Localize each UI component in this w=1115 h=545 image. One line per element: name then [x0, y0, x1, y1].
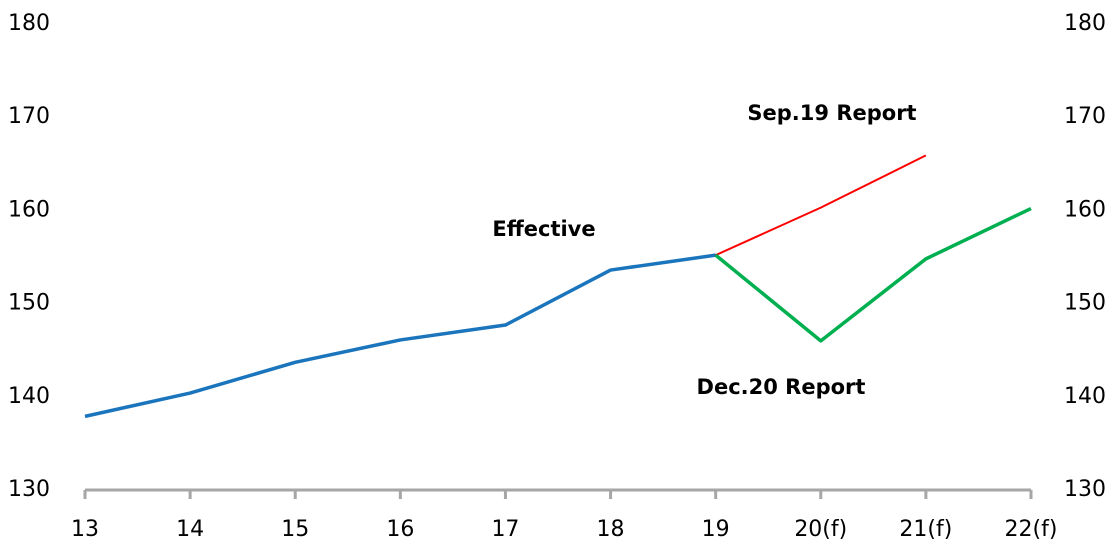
x-tick-label: 18 — [597, 517, 625, 542]
y2-tick-label: 180 — [1064, 11, 1106, 36]
x-tick-label: 15 — [281, 517, 309, 542]
y2-tick-label: 170 — [1064, 104, 1106, 129]
x-tick-label: 17 — [491, 517, 519, 542]
y-tick-label: 160 — [8, 197, 50, 222]
y-tick-label: 140 — [8, 384, 50, 409]
x-tick-label: 14 — [176, 517, 204, 542]
y2-tick-label: 130 — [1064, 477, 1106, 502]
series-label: Dec.20 Report — [697, 375, 866, 399]
y2-tick-label: 160 — [1064, 197, 1106, 222]
x-tick-label: 20(f) — [794, 517, 847, 542]
y-tick-label: 130 — [8, 477, 50, 502]
series-line — [714, 206, 1032, 343]
x-tick-label: 21(f) — [899, 517, 952, 542]
x-tick-label: 16 — [386, 517, 414, 542]
y2-tick-label: 150 — [1064, 291, 1106, 316]
y2-tick-label: 140 — [1064, 384, 1106, 409]
series-label: Sep.19 Report — [747, 101, 916, 125]
x-tick-label: 22(f) — [1005, 517, 1058, 542]
x-tick-label: 13 — [71, 517, 99, 542]
y-tick-label: 150 — [8, 291, 50, 316]
y-tick-label: 180 — [8, 11, 50, 36]
series-line — [84, 253, 716, 419]
series-label: Effective — [492, 217, 595, 241]
x-tick-label: 19 — [702, 517, 730, 542]
series-line — [715, 154, 927, 257]
y-tick-label: 170 — [8, 104, 50, 129]
